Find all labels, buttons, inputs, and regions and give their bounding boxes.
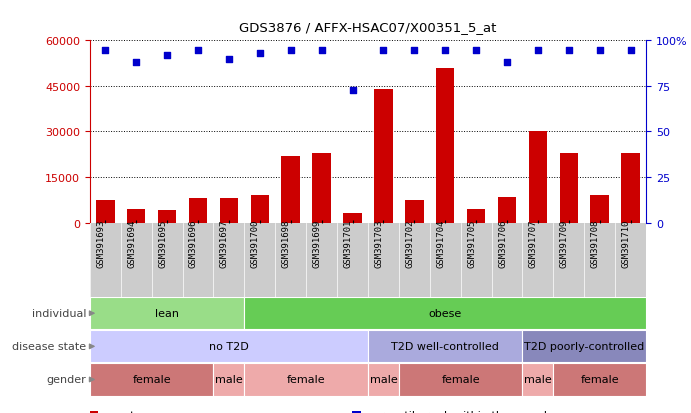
Point: [347, 87, 358, 94]
Bar: [312, 153, 331, 223]
Text: T2D well-controlled: T2D well-controlled: [391, 342, 499, 351]
Bar: [96, 200, 115, 223]
Bar: [90, 363, 214, 396]
Bar: [127, 209, 145, 223]
Point: [439, 47, 451, 54]
Text: lean: lean: [155, 309, 179, 318]
Text: no T2D: no T2D: [209, 342, 249, 351]
Bar: [189, 199, 207, 223]
Point: [193, 47, 204, 54]
Bar: [529, 132, 547, 223]
Point: [254, 51, 265, 57]
Bar: [621, 153, 640, 223]
Bar: [90, 297, 245, 330]
Point: [502, 60, 513, 66]
Bar: [368, 330, 522, 363]
Text: male: male: [215, 375, 243, 385]
Text: percentile rank within the sample: percentile rank within the sample: [366, 410, 554, 413]
Text: male: male: [524, 375, 552, 385]
Bar: [281, 157, 300, 223]
Bar: [158, 211, 176, 223]
Text: female: female: [580, 375, 619, 385]
Bar: [90, 330, 368, 363]
Bar: [590, 196, 609, 223]
Bar: [405, 200, 424, 223]
Bar: [251, 196, 269, 223]
Point: [471, 47, 482, 54]
Point: [131, 60, 142, 66]
Point: [316, 47, 327, 54]
Bar: [399, 363, 522, 396]
Point: [594, 47, 605, 54]
Point: [162, 52, 173, 59]
Text: disease state: disease state: [12, 342, 86, 351]
Text: obese: obese: [428, 309, 462, 318]
Text: count: count: [104, 410, 135, 413]
Point: [563, 47, 574, 54]
Point: [223, 56, 234, 63]
Text: female: female: [287, 375, 325, 385]
Point: [532, 47, 543, 54]
Text: female: female: [442, 375, 480, 385]
Point: [625, 47, 636, 54]
Bar: [436, 69, 455, 223]
Bar: [368, 363, 399, 396]
Bar: [467, 209, 485, 223]
Point: [100, 47, 111, 54]
Bar: [220, 198, 238, 223]
Bar: [245, 363, 368, 396]
Bar: [522, 330, 646, 363]
Bar: [522, 363, 553, 396]
Text: T2D poorly-controlled: T2D poorly-controlled: [524, 342, 645, 351]
Point: [285, 47, 296, 54]
Text: female: female: [132, 375, 171, 385]
Text: GDS3876 / AFFX-HSAC07/X00351_5_at: GDS3876 / AFFX-HSAC07/X00351_5_at: [239, 21, 497, 33]
Bar: [553, 363, 646, 396]
Bar: [245, 297, 646, 330]
Bar: [498, 197, 516, 223]
Bar: [374, 90, 392, 223]
Text: individual: individual: [32, 309, 86, 318]
Text: male: male: [370, 375, 397, 385]
Point: [409, 47, 420, 54]
Bar: [343, 214, 362, 223]
Bar: [560, 153, 578, 223]
Bar: [214, 363, 245, 396]
Text: gender: gender: [46, 375, 86, 385]
Point: [378, 47, 389, 54]
